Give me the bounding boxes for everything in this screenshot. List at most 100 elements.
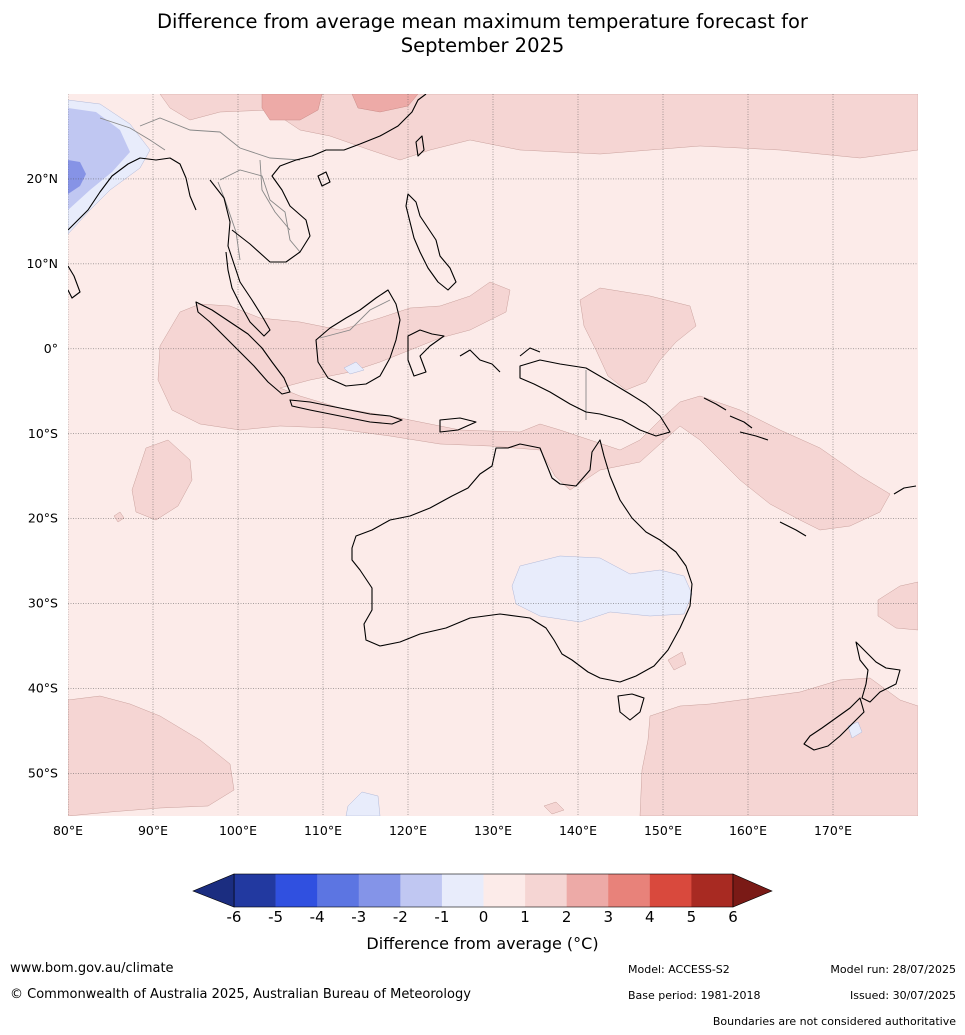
- border-himalaya: [99, 117, 166, 151]
- colorbar-tick-label: -1: [434, 908, 449, 926]
- coast-china-east: [359, 94, 427, 145]
- warm-region-east-asia: [159, 94, 918, 161]
- coast-borneo: [315, 289, 401, 387]
- warm-patch-small: [113, 511, 125, 523]
- latitude-labels: 20°N 10°N 0° 10°S 20°S 30°S 40°S 50°S: [26, 171, 58, 781]
- coast-india-bay: [68, 157, 197, 231]
- colorbar-tick-label: 0: [479, 908, 489, 926]
- warm-region-tasman: [639, 677, 918, 816]
- colorbar-tick-label: -3: [351, 908, 366, 926]
- copyright-text: © Commonwealth of Australia 2025, Austra…: [10, 987, 471, 1002]
- colorbar-swatch: [691, 874, 734, 907]
- coast-tasmania: [617, 693, 645, 721]
- longitude-label: 150°E: [644, 823, 682, 838]
- border-indochina: [219, 169, 301, 253]
- warm-patch-south: [543, 801, 565, 815]
- colorbar-swatch: [234, 874, 276, 907]
- title-line-2: September 2025: [400, 34, 565, 57]
- coast-moluccas: [459, 347, 541, 373]
- coast-solomons: [703, 397, 769, 441]
- longitude-label: 170°E: [814, 823, 852, 838]
- title-line-1: Difference from average mean maximum tem…: [157, 10, 808, 33]
- coast-taiwan: [415, 135, 425, 157]
- warm-region-west-pacific: [579, 287, 697, 391]
- colorbar-swatch: [317, 874, 360, 907]
- warm-region-sw-corner: [68, 695, 235, 816]
- coast-sri-lanka: [68, 265, 81, 299]
- colorbar-tick-label: 4: [645, 908, 655, 926]
- border-china-south: [139, 117, 301, 161]
- coast-new-zealand-south: [803, 697, 865, 751]
- latitude-label: 0°: [44, 341, 58, 356]
- longitude-labels: 80°E 90°E 100°E 110°E 120°E 130°E 140°E 150°E 16…: [53, 823, 852, 838]
- cool-region-southern-ocean: [345, 791, 381, 816]
- warm-anomaly-regions: [68, 94, 918, 816]
- latitude-label: 20°N: [26, 171, 58, 186]
- cool-region-equator: [343, 361, 365, 375]
- strong-warm-region-china: [261, 94, 323, 121]
- coast-new-guinea: [519, 359, 671, 437]
- latitude-label: 50°S: [28, 766, 58, 781]
- warm-region-maritime: [157, 281, 891, 531]
- coast-australia: [351, 439, 693, 683]
- coast-java: [289, 399, 403, 425]
- issued-date: Issued: 30/07/2025: [849, 989, 956, 1002]
- longitude-label: 160°E: [729, 823, 767, 838]
- border-borneo: [319, 299, 391, 339]
- border-myanmar-thailand: [217, 181, 241, 261]
- coast-hainan: [317, 171, 331, 187]
- warm-patch-se-australia: [667, 651, 687, 671]
- longitude-label: 140°E: [559, 823, 597, 838]
- colorbar-tick-label: -4: [310, 908, 325, 926]
- coast-sulawesi: [407, 329, 445, 377]
- coast-timor: [439, 417, 477, 433]
- border-laos-vietnam: [259, 159, 291, 231]
- coast-new-zealand-north: [855, 641, 901, 703]
- longitude-label: 130°E: [474, 823, 512, 838]
- longitude-label: 80°E: [53, 823, 83, 838]
- colorbar-tick-label: 1: [520, 908, 530, 926]
- cool-region-nz: [847, 721, 863, 739]
- coast-vanuatu-fiji: [779, 485, 917, 537]
- colorbar-swatch: [358, 874, 401, 907]
- latitude-label: 10°S: [28, 426, 58, 441]
- boundaries-disclaimer: Boundaries are not considered authoritat…: [712, 1015, 956, 1028]
- latitude-label: 10°N: [26, 256, 58, 271]
- colorbar: -6 -5 -4 -3 -2 -1 0 1 2 3 4 5 6: [192, 873, 773, 926]
- colorbar-over-arrow: [732, 873, 773, 908]
- longitude-label: 120°E: [389, 823, 427, 838]
- colorbar-tick-label: 3: [603, 908, 613, 926]
- warm-region-east-edge: [877, 581, 918, 631]
- colorbar-swatch: [483, 874, 526, 907]
- colorbar-tick-label: -6: [227, 908, 242, 926]
- colorbar-tick-label: 2: [562, 908, 572, 926]
- coastlines: [68, 94, 917, 751]
- colorbar-swatch: [441, 874, 484, 907]
- colorbar-swatch: [566, 874, 609, 907]
- coast-malay-indochina: [209, 143, 361, 337]
- country-borders: [99, 117, 587, 420]
- colorbar-swatch: [275, 874, 318, 907]
- strong-warm-region-korea: [351, 94, 419, 113]
- colorbar-tick-label: 5: [687, 908, 697, 926]
- colorbar-under-arrow: [192, 873, 235, 908]
- latitude-label: 30°S: [28, 596, 58, 611]
- cool-region-arabian-sea-mid: [68, 108, 130, 210]
- cool-region-australia: [511, 555, 693, 623]
- website-link[interactable]: www.bom.gov.au/climate: [10, 961, 174, 976]
- colorbar-swatch: [525, 874, 567, 907]
- model-name: Model: ACCESS-S2: [628, 963, 730, 976]
- longitude-label: 100°E: [219, 823, 257, 838]
- warm-region-indian-ocean: [131, 439, 193, 521]
- colorbar-swatches: [233, 873, 734, 908]
- coast-philippines: [405, 193, 457, 291]
- colorbar-label: Difference from average (°C): [366, 934, 599, 953]
- latitude-label: 20°S: [28, 511, 58, 526]
- colorbar-tick-label: 6: [728, 908, 738, 926]
- colorbar-tick-label: -5: [268, 908, 283, 926]
- map-title: Difference from average mean maximum tem…: [0, 10, 965, 58]
- colorbar-tick-label: -2: [393, 908, 408, 926]
- base-period: Base period: 1981-2018: [628, 989, 761, 1002]
- colorbar-swatch: [649, 874, 692, 907]
